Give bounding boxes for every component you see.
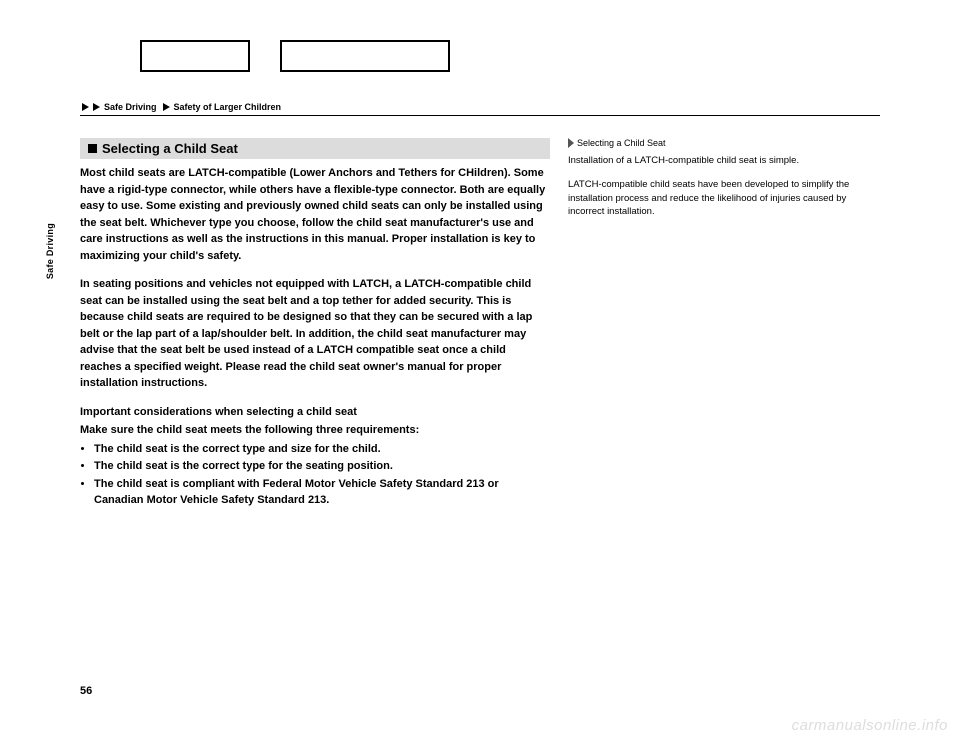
square-icon: [88, 144, 97, 153]
breadcrumb-2: Safety of Larger Children: [174, 102, 282, 112]
placeholder-box-2: [280, 40, 450, 72]
sidebar-heading-row: Selecting a Child Seat: [568, 138, 858, 148]
triangle-icon: [163, 103, 170, 111]
page-number: 56: [80, 685, 92, 697]
breadcrumb-1: Safe Driving: [104, 102, 157, 112]
sidebar-heading: Selecting a Child Seat: [577, 138, 666, 148]
placeholder-box-1: [140, 40, 250, 72]
side-tab: Safe Driving: [45, 223, 55, 279]
sidebar-column: Selecting a Child Seat Installation of a…: [568, 138, 858, 510]
triangle-icon: [93, 103, 100, 111]
page-container: Safe Driving Safety of Larger Children S…: [80, 40, 880, 510]
top-box-row: [140, 40, 880, 72]
watermark: carmanualsonline.info: [792, 717, 948, 734]
section-heading: Selecting a Child Seat: [80, 138, 550, 159]
subhead: Important considerations when selecting …: [80, 404, 550, 421]
sidebar-p1: Installation of a LATCH-compatible child…: [568, 154, 858, 168]
requirements-list: The child seat is the correct type and s…: [80, 441, 550, 509]
section-title: Selecting a Child Seat: [102, 141, 238, 156]
triangle-icon: [82, 103, 89, 111]
paragraph-2: In seating positions and vehicles not eq…: [80, 276, 550, 392]
list-item: The child seat is compliant with Federal…: [94, 476, 550, 509]
list-item: The child seat is the correct type and s…: [94, 441, 550, 458]
paragraph-1: Most child seats are LATCH-compatible (L…: [80, 165, 550, 264]
caret-icon: [568, 138, 574, 148]
breadcrumb: Safe Driving Safety of Larger Children: [82, 102, 880, 112]
list-item: The child seat is the correct type for t…: [94, 458, 550, 475]
content-columns: Safe Driving Selecting a Child Seat Most…: [80, 138, 880, 510]
sidebar-p2: LATCH-compatible child seats have been d…: [568, 178, 858, 219]
list-lead: Make sure the child seat meets the follo…: [80, 422, 550, 439]
divider: [80, 115, 880, 116]
main-column: Selecting a Child Seat Most child seats …: [80, 138, 550, 510]
